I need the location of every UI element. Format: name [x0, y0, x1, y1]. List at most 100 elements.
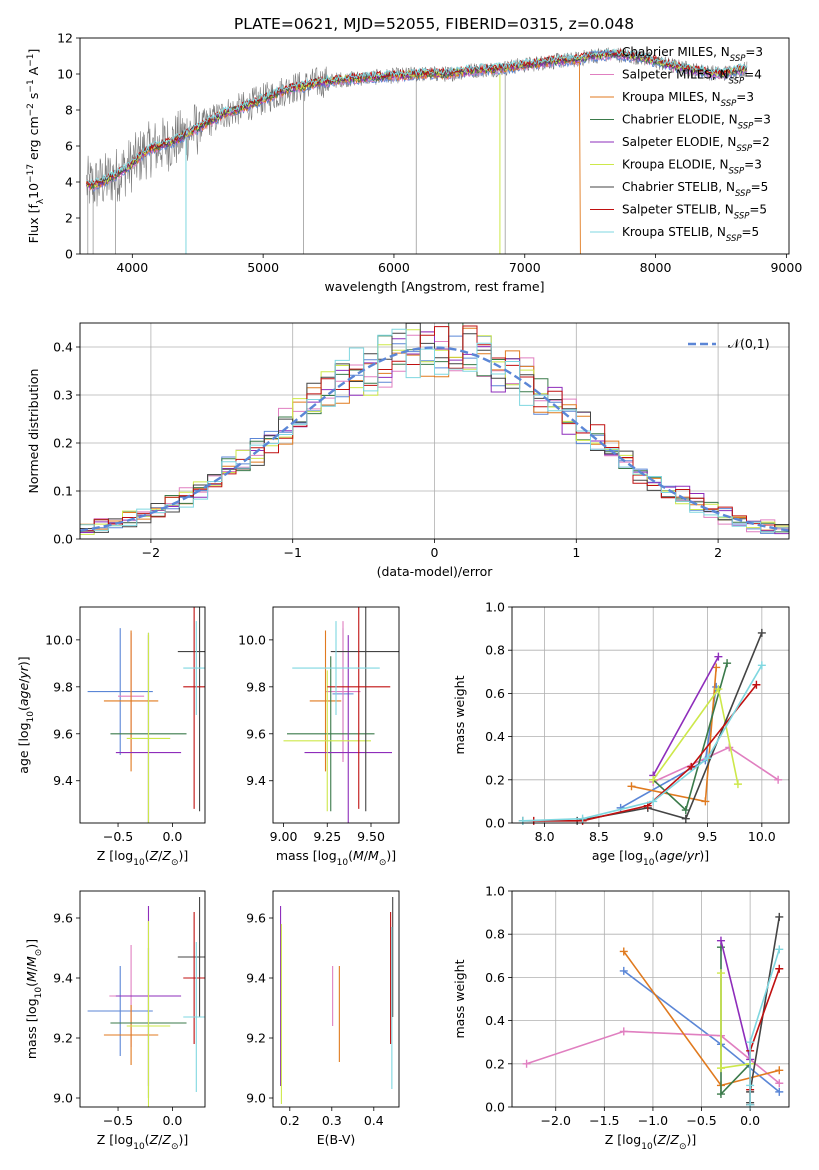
mass-weight-marker [775, 964, 784, 973]
y-tick-label: 9.0 [246, 1091, 266, 1106]
mass-weight-marker [733, 780, 742, 789]
label-part: / [16, 678, 31, 683]
mass-weight-marker [746, 1100, 755, 1109]
axes-frame [511, 606, 790, 824]
mass-weight-marker [774, 775, 783, 784]
mass-weight-marker [518, 816, 527, 825]
label-part: Z [log [605, 1132, 641, 1147]
label-part: ] [26, 49, 41, 54]
label-part: 10 [34, 987, 44, 999]
y-tick-label: 9.0 [53, 1091, 73, 1106]
y-tick-label: 10 [57, 67, 73, 82]
mass-vs-metallicity-panel: −0.5 0.09.09.29.49.6Z [log10(Z/Z⊙)]mass [… [24, 890, 206, 1152]
label-part: ⊙ [171, 1142, 179, 1152]
x-tick-label: 0.0 [740, 1113, 760, 1128]
label-part: M [353, 848, 364, 863]
mass-weight-marker [752, 680, 761, 689]
mass-weight-marker [714, 685, 723, 694]
label-part: Z [log [97, 1132, 133, 1147]
x-tick-label: 8000 [640, 260, 672, 275]
y-tick-label: 10.0 [45, 632, 73, 647]
y-tick-label: 10.0 [238, 632, 266, 647]
legend-label: Chabrier ELODIE, N [622, 113, 738, 127]
x-tick-label: −0.5 [103, 829, 133, 844]
label-part: M [24, 956, 39, 967]
label-part: / [158, 848, 163, 863]
y-tick-label: 0 [65, 247, 73, 262]
normal-curve [80, 346, 789, 532]
y-tick-label: 2 [65, 211, 73, 226]
label-part: ( [24, 982, 39, 987]
mass-weight-marker [775, 945, 784, 954]
mass-weight-marker [723, 659, 732, 668]
y-axis-label: Flux [fλ10−17 erg cm−2 s−1 A−1] [26, 49, 46, 244]
x-tick-label: 0.0 [162, 829, 182, 844]
x-tick-label: −2.0 [541, 1113, 571, 1128]
x-tick-label: 4000 [116, 260, 148, 275]
label-part: Z [657, 1132, 667, 1147]
mass-weight-marker [775, 1066, 784, 1075]
mass-weight-line [652, 656, 720, 776]
x-tick-label: 8.0 [535, 829, 555, 844]
x-tick-label: 2 [714, 545, 722, 560]
legend-sub: SSP [730, 54, 746, 64]
axes-frame [79, 322, 790, 540]
x-tick-label: 9.00 [270, 829, 298, 844]
axes-frame [79, 606, 206, 824]
legend-entry: Kroupa ELODIE, NSSP=3 [622, 158, 762, 177]
label-part: / [24, 966, 39, 971]
mass-weight-marker [716, 1064, 725, 1073]
legend-entry: 𝒩(0,1) [728, 336, 770, 351]
legend-sub: SSP [721, 99, 737, 109]
y-tick-label: 0.6 [485, 970, 505, 985]
label-part: )] [24, 939, 39, 949]
label-part: / [364, 848, 369, 863]
legend-sub: SSP [736, 144, 752, 154]
legend-sub: SSP [738, 122, 754, 132]
axes-frame [272, 606, 400, 824]
figure-title: PLATE=0621, MJD=52055, FIBERID=0315, z=0… [234, 15, 634, 33]
label-part: / [666, 1132, 671, 1147]
errorbars [87, 607, 205, 823]
legend-tail: =3 [744, 158, 762, 172]
errorbars [87, 897, 205, 1107]
label-part: s [26, 93, 41, 104]
legend-label: Kroupa STELIB, N [622, 225, 726, 239]
y-tick-label: 1.0 [485, 600, 505, 615]
x-tick-label: −0.5 [103, 1113, 133, 1128]
x-tick-label: 9.0 [643, 829, 663, 844]
x-axis-label: E(B-V) [317, 1132, 356, 1147]
y-tick-label: 0.4 [53, 340, 73, 355]
mass-weight-marker [701, 797, 710, 806]
mass-weight-marker [716, 936, 725, 945]
label-part: )] [178, 1132, 188, 1147]
label-part: 10 [26, 183, 41, 199]
mass-weight-marker [578, 814, 587, 823]
label-part: )] [699, 848, 709, 863]
legend-tail: =3 [745, 45, 763, 59]
histograms [80, 323, 789, 535]
mass-weight-marker [522, 1059, 531, 1068]
legend-tail: =4 [744, 68, 762, 82]
mass-weight-marker [775, 1079, 784, 1088]
errorbars [283, 607, 399, 823]
mass-vs-ebv-panel: 0.2 0.3 0.4 9.0 9.2 9.4 9.6 E(B-V) [246, 890, 400, 1147]
x-axis-label: Z [log10(Z/Z⊙)] [97, 848, 189, 868]
x-tick-label: 1 [572, 545, 580, 560]
y-tick-label: 9.6 [53, 726, 73, 741]
label-part: age [log [592, 848, 643, 863]
axes-frame [511, 890, 790, 1108]
label-part: M [368, 848, 379, 863]
mass-weight-marker [619, 966, 628, 975]
label-part: −1 [26, 79, 36, 92]
legend-entry: Salpeter STELIB, NSSP=5 [622, 203, 767, 222]
x-tick-label: 9.25 [313, 829, 341, 844]
label-part: ( [16, 706, 31, 711]
label-part: Z [149, 1132, 159, 1147]
y-tick-label: 0.4 [485, 1013, 505, 1028]
spectrum-panel: 4000 5000 6000 7000 8000 9000 0 2 4 6 8 10 12 wavelen… [26, 31, 802, 295]
label-part: ⊙ [679, 1142, 687, 1152]
label-part: 10 [133, 1142, 145, 1152]
mass-weight-line [749, 949, 781, 1105]
